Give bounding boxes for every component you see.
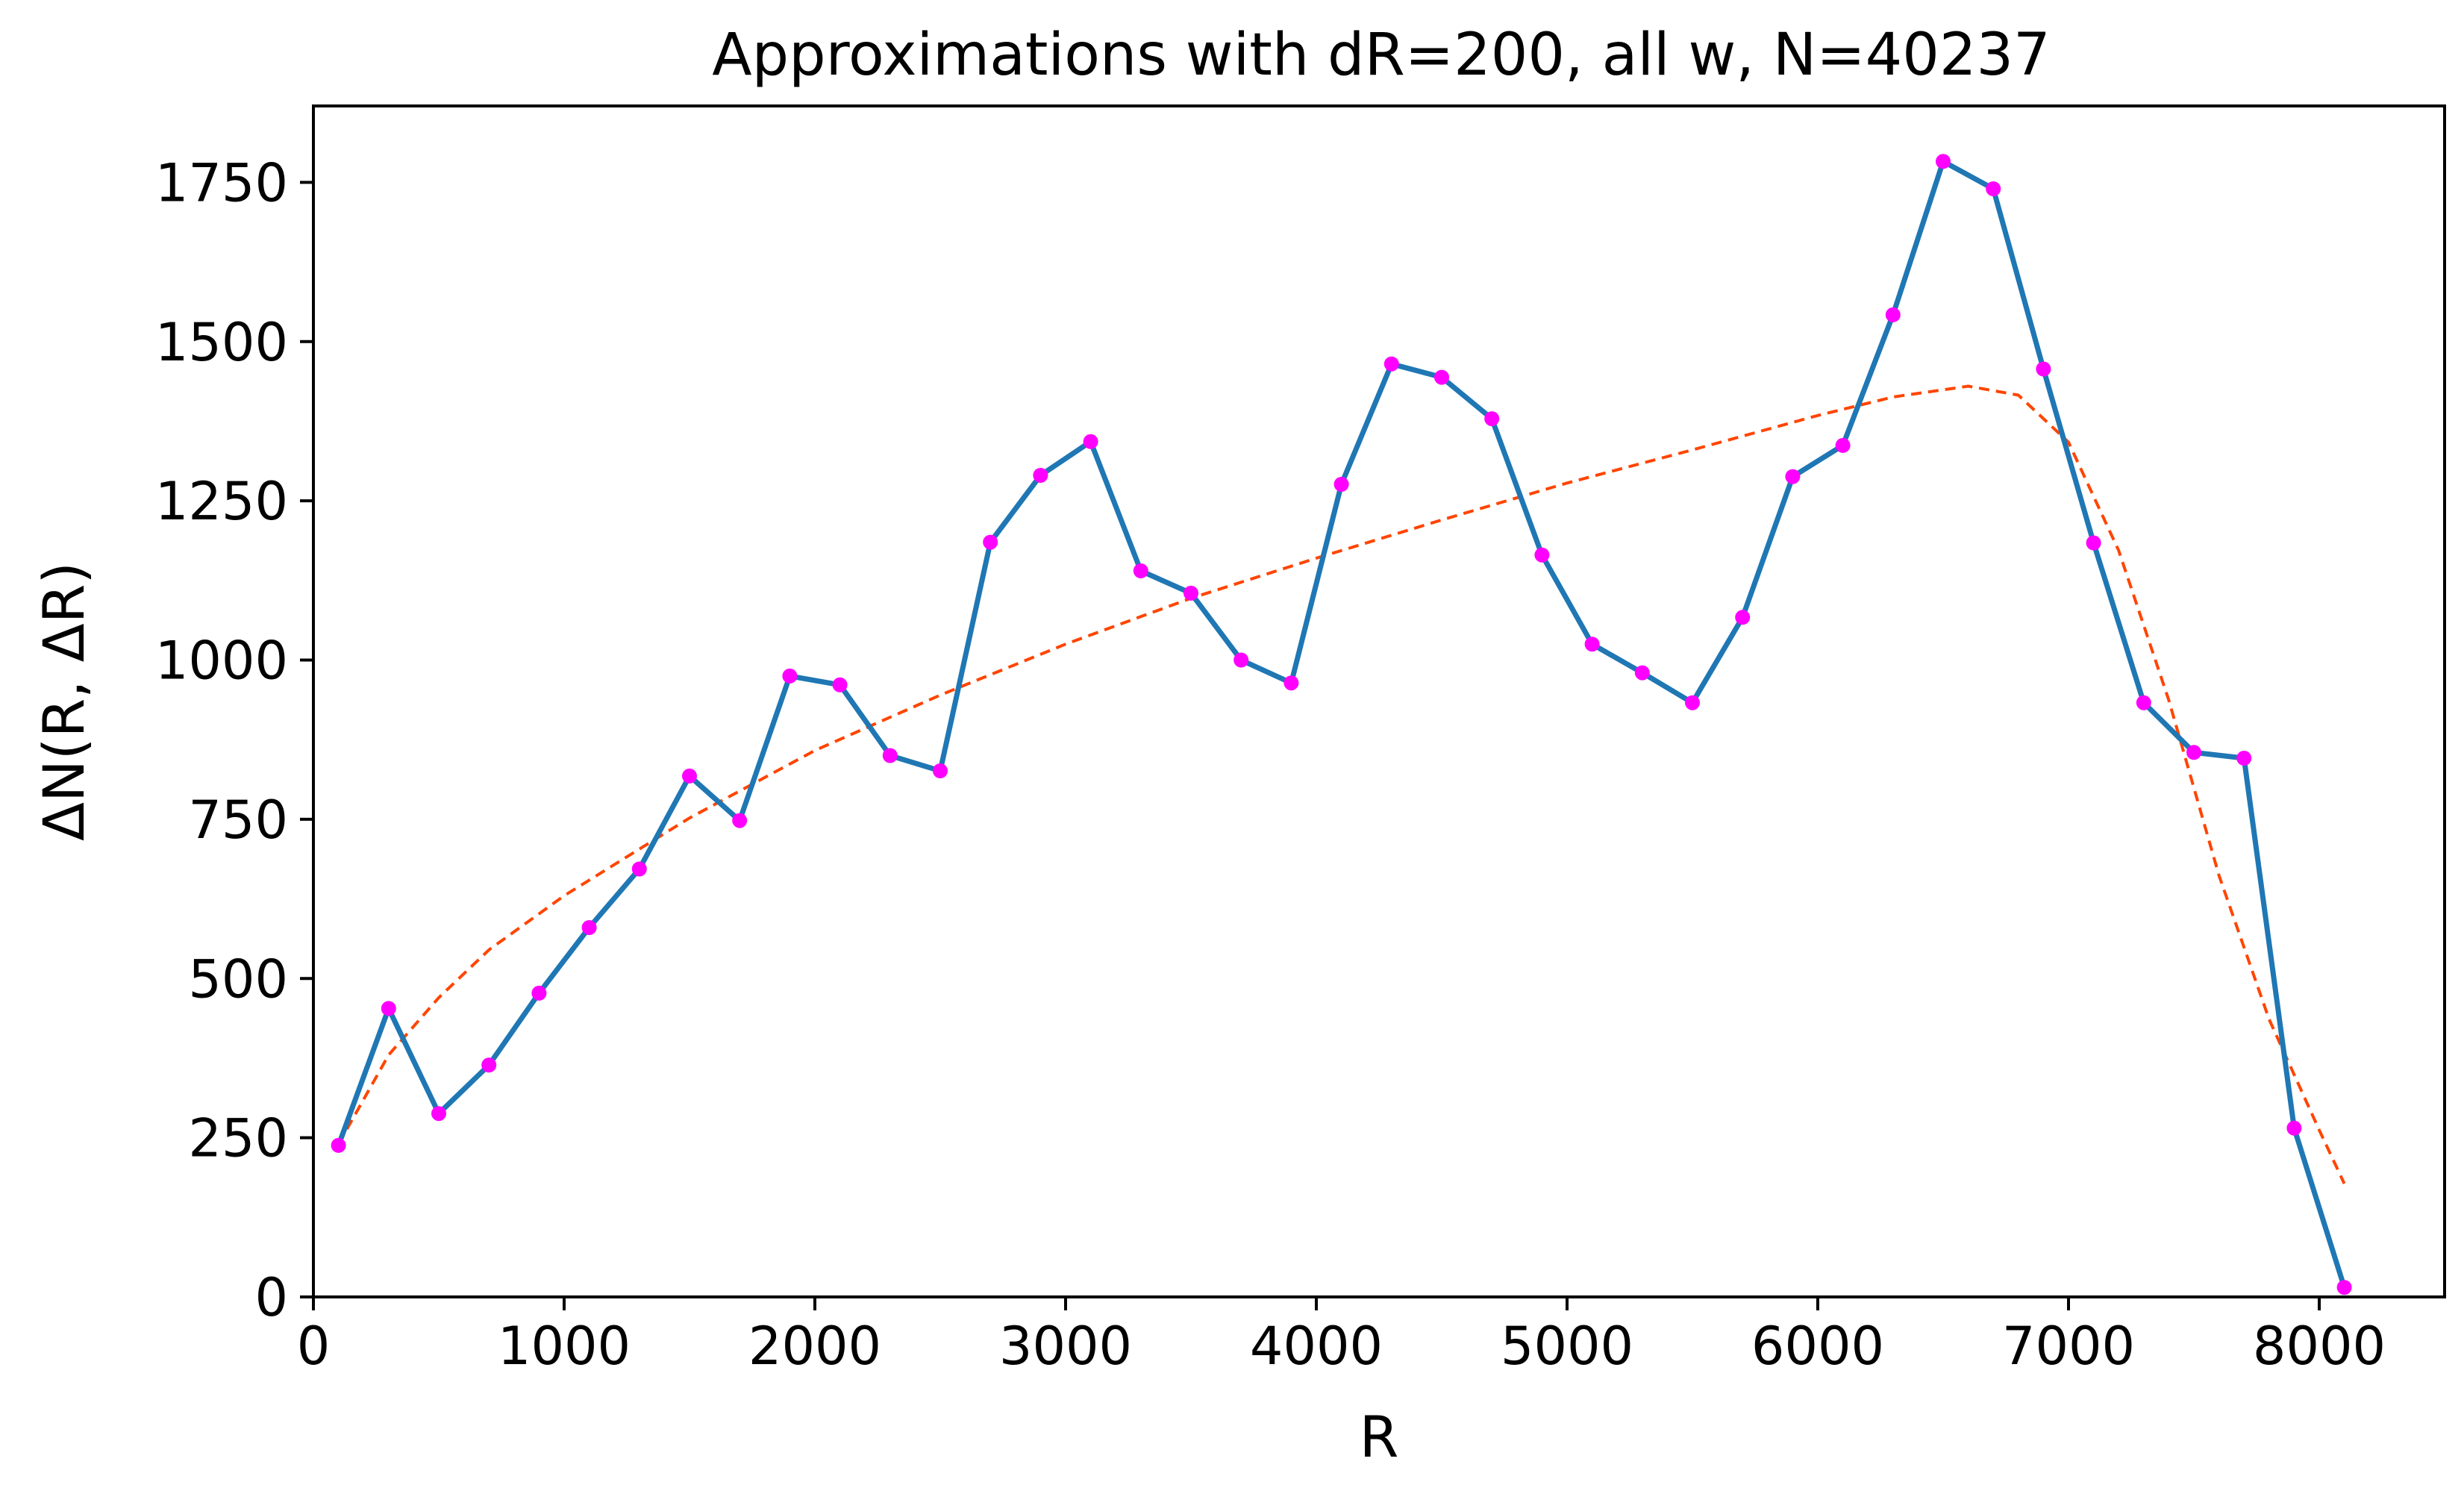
fit-curve-dashed	[337, 384, 2346, 1184]
data-point	[2336, 1280, 2352, 1295]
data-point	[431, 1106, 446, 1122]
data-point	[1183, 585, 1198, 601]
data-point	[1835, 437, 1851, 453]
y-axis-label: ΔN(R, ΔR)	[31, 562, 97, 841]
x-tick-label: 1000	[498, 1316, 631, 1377]
data-point	[1233, 652, 1249, 668]
x-tick-label: 5000	[1501, 1316, 1633, 1377]
data-point	[1936, 154, 1951, 169]
x-tick-label: 4000	[1250, 1316, 1383, 1377]
data-point	[983, 534, 998, 550]
data-point	[331, 1137, 346, 1153]
data-point	[631, 861, 647, 877]
plot-frame	[312, 104, 2446, 1298]
data-point	[1383, 356, 1399, 372]
plot-area	[331, 154, 2352, 1295]
data-point	[2036, 361, 2051, 377]
data-point	[2236, 751, 2252, 766]
x-tick-label: 8000	[2253, 1316, 2386, 1377]
x-tick-label: 0	[297, 1316, 331, 1377]
data-point	[933, 763, 948, 778]
data-point	[1986, 181, 2001, 196]
y-tick-label: 1750	[155, 152, 288, 213]
data-point	[1785, 469, 1801, 484]
y-tick-label: 500	[188, 948, 288, 1010]
data-point	[481, 1057, 497, 1073]
y-tick-label: 1000	[155, 631, 288, 692]
x-tick-label: 7000	[2002, 1316, 2135, 1377]
data-point	[1283, 675, 1299, 691]
data-point	[2136, 695, 2151, 710]
data-point	[1685, 695, 1700, 710]
data-point	[1885, 307, 1901, 322]
x-axis-label: R	[1360, 1404, 1399, 1470]
data-point	[1735, 610, 1751, 625]
data-point	[1484, 411, 1500, 427]
y-tick-label: 750	[188, 790, 288, 851]
x-tick-label: 2000	[748, 1316, 881, 1377]
x-tick-label: 3000	[999, 1316, 1132, 1377]
y-tick-label: 1250	[155, 471, 288, 532]
data-point	[1534, 547, 1550, 563]
y-tick-label: 0	[254, 1267, 288, 1328]
y-tick-label: 1500	[155, 312, 288, 373]
chart-title: Approximations with dR=200, all w, N=402…	[712, 22, 2050, 89]
data-point	[782, 668, 798, 684]
data-point	[1083, 434, 1098, 449]
x-tick-label: 6000	[1751, 1316, 1884, 1377]
data-point	[882, 748, 898, 763]
data-point	[832, 677, 848, 693]
data-point	[1634, 665, 1650, 681]
data-point	[732, 813, 748, 828]
data-point	[1133, 563, 1148, 578]
data-point	[682, 768, 697, 784]
data-point	[1434, 369, 1449, 385]
data-point	[1033, 468, 1048, 483]
data-point	[381, 1001, 396, 1016]
data-point	[531, 985, 547, 1001]
data-point	[581, 920, 597, 935]
data-point	[2186, 745, 2201, 760]
data-point	[1584, 637, 1600, 652]
data-point	[2286, 1120, 2302, 1136]
axis-ticks: 0 1000 2000 3000 4000 5000 6000 7000 8000 0 250 500…	[155, 152, 2386, 1377]
data-point	[2086, 535, 2101, 551]
data-series-line	[336, 158, 2347, 1289]
data-point	[1333, 477, 1349, 492]
y-tick-label: 250	[188, 1108, 288, 1169]
